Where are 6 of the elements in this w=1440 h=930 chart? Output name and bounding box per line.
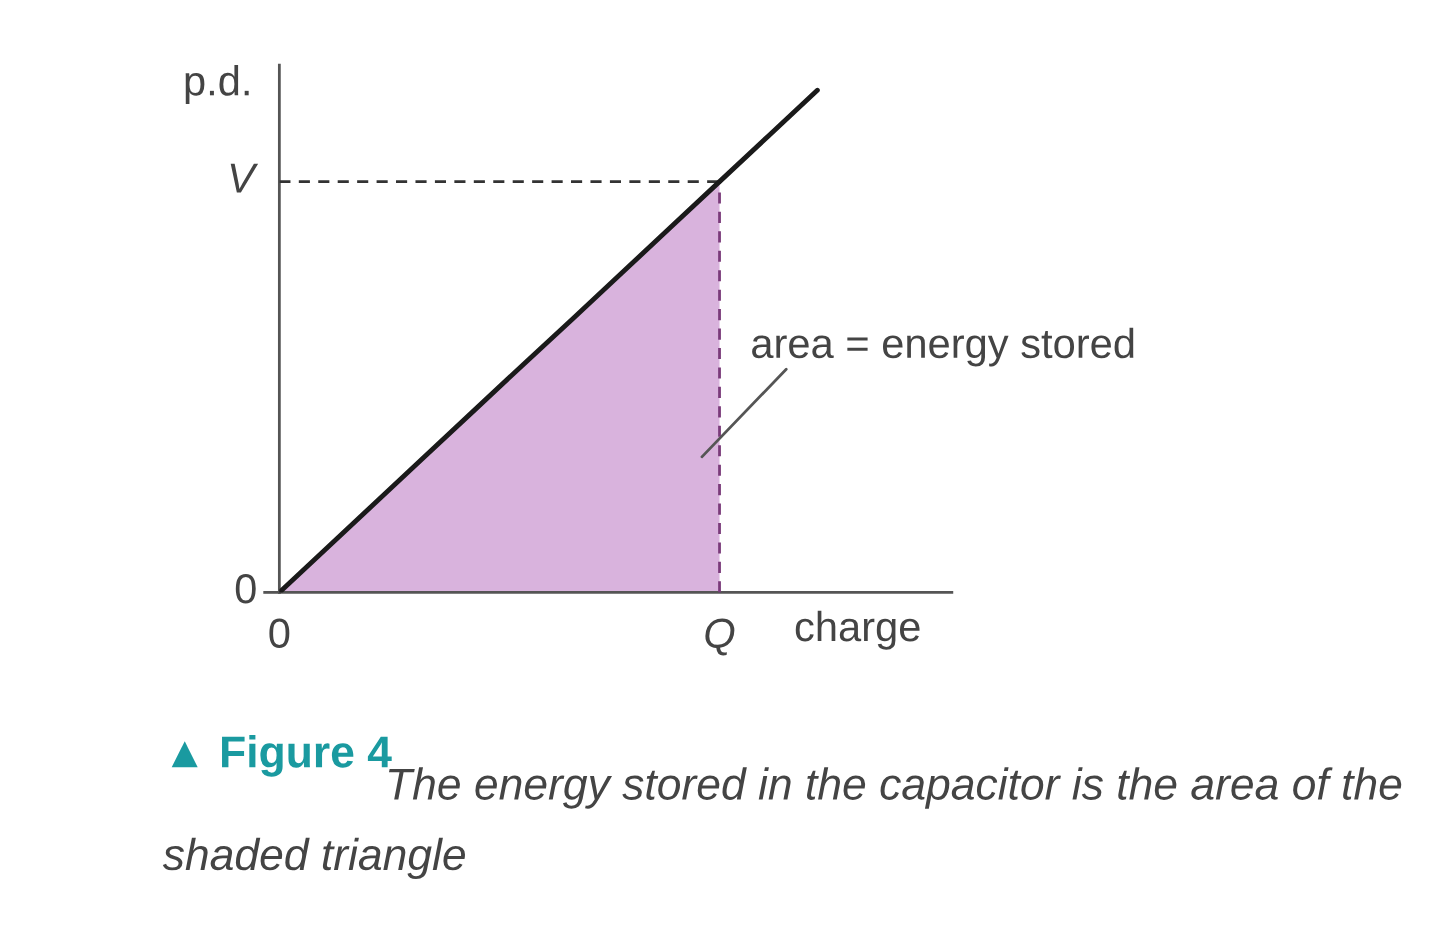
x-tick-label: Q <box>705 618 735 656</box>
ref-line-label: V <box>230 163 259 193</box>
x-axis-title: charge <box>795 610 920 650</box>
annotation: area = energy stored <box>752 327 1134 367</box>
annotation: 0 <box>235 574 256 604</box>
y-axis-title: p.d. <box>185 65 249 104</box>
